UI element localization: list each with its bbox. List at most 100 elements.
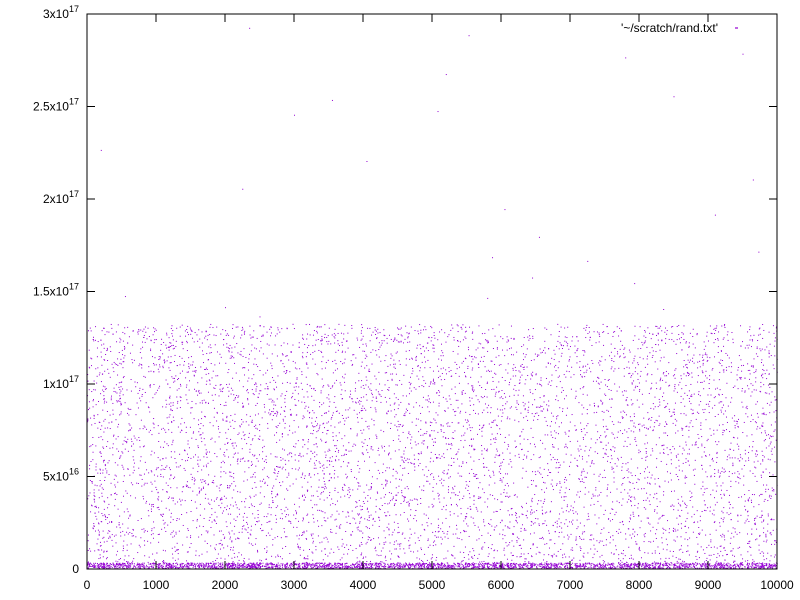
scatter-point [511,564,513,566]
scatter-point [302,352,304,354]
scatter-point [657,332,659,334]
scatter-point [249,448,251,450]
scatter-point [272,377,274,379]
scatter-point [654,478,656,480]
scatter-point [177,402,179,404]
scatter-point [468,472,470,474]
scatter-point [739,377,741,379]
scatter-point [723,534,725,536]
scatter-point [220,484,222,486]
scatter-point [324,520,326,522]
scatter-point [229,522,231,524]
scatter-point [530,524,532,526]
scatter-point [692,343,694,345]
scatter-point [91,505,93,507]
scatter-point [136,439,138,441]
scatter-point [233,427,235,429]
scatter-point [619,348,621,350]
scatter-point [374,546,376,548]
scatter-point [313,444,315,446]
scatter-point [307,439,309,441]
scatter-point [211,508,213,510]
scatter-point [255,486,257,488]
scatter-point [120,386,122,388]
scatter-point [483,409,485,411]
scatter-point [145,502,147,504]
scatter-point [374,327,376,329]
scatter-point [754,518,756,520]
scatter-point [368,489,370,491]
scatter-point [619,521,621,523]
scatter-point [435,392,437,394]
scatter-point [381,505,383,507]
scatter-point [345,449,347,451]
scatter-point [126,412,128,414]
scatter-point [488,329,490,331]
scatter-point [423,490,425,492]
scatter-point [509,395,511,397]
scatter-point [666,549,668,551]
scatter-point [649,504,651,506]
scatter-point [732,465,734,467]
scatter-point [131,532,133,534]
scatter-point [165,507,167,509]
scatter-point [697,361,699,363]
scatter-point [405,411,407,413]
scatter-point [685,461,687,463]
scatter-point [340,332,342,334]
scatter-point [426,559,428,561]
scatter-point [553,553,555,555]
scatter-point [428,411,430,413]
scatter-point [585,329,587,331]
scatter-point [463,552,465,554]
scatter-point [471,369,473,371]
scatter-point [432,383,434,385]
scatter-point [774,396,776,398]
scatter-point [504,408,506,410]
scatter-point [317,430,319,432]
scatter-point [465,337,467,339]
scatter-point [673,413,675,415]
scatter-point [391,534,393,536]
scatter-point [513,338,515,340]
scatter-point [160,476,162,478]
scatter-point [617,431,619,433]
scatter-point [718,394,720,396]
scatter-point [767,384,769,386]
scatter-point [519,556,521,558]
scatter-point [613,481,615,483]
scatter-point [267,484,269,486]
scatter-point [706,476,708,478]
scatter-point [434,453,436,455]
scatter-point [744,522,746,524]
scatter-point [408,403,410,405]
scatter-point [170,456,172,458]
scatter-point [705,419,707,421]
scatter-point [634,475,636,477]
scatter-point [172,519,174,521]
scatter-point [374,520,376,522]
scatter-point [606,487,608,489]
scatter-point [478,487,480,489]
scatter-point [206,353,208,355]
scatter-point [473,448,475,450]
scatter-point [428,562,430,564]
points-layer [87,27,778,569]
scatter-point [141,485,143,487]
scatter-point [578,402,580,404]
scatter-point [122,550,124,552]
scatter-point [336,410,338,412]
scatter-point [461,328,463,330]
scatter-point [693,522,695,524]
scatter-point [201,418,203,420]
scatter-point [729,448,731,450]
scatter-point [665,370,667,372]
scatter-point [264,388,266,390]
scatter-point [225,432,227,434]
scatter-point [478,529,480,531]
scatter-point [360,397,362,399]
scatter-point [181,499,183,501]
scatter-point [192,337,194,339]
scatter-point [267,532,269,534]
scatter-point [183,486,185,488]
